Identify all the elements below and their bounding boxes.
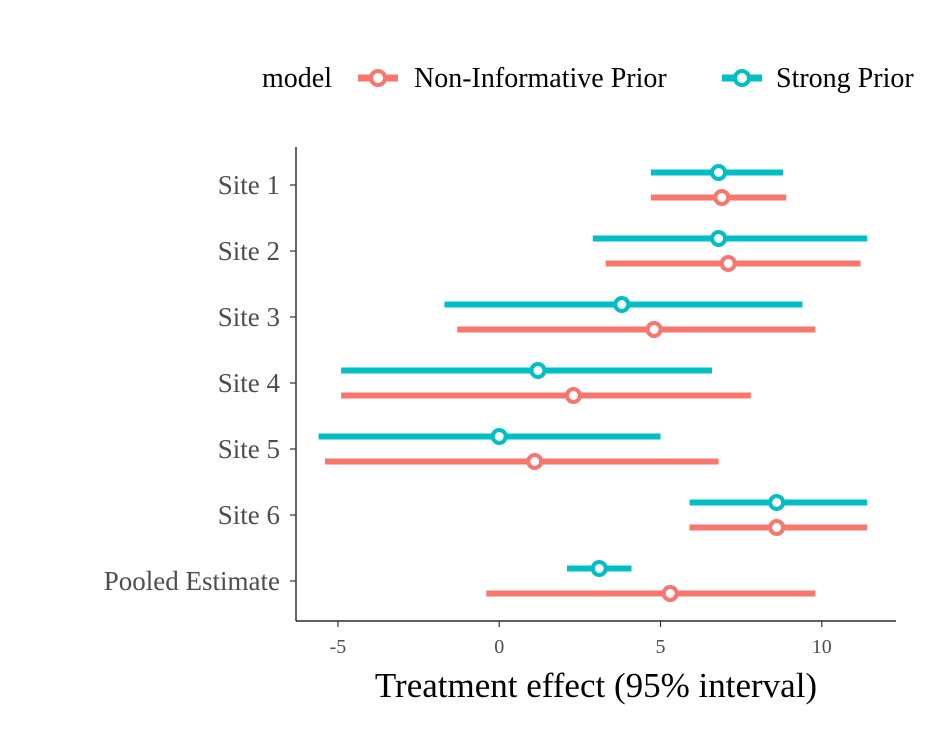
x-tick-label-10: 10: [812, 636, 832, 658]
point-non-informative-prior-site-6: [768, 519, 786, 536]
point-non-informative-prior-site-5: [526, 453, 544, 470]
legend-label-non-informative-prior: Non-Informative Prior: [414, 63, 667, 94]
x-axis-ticks: -5 0 5 10: [330, 621, 832, 658]
legend-label-strong-prior: Strong Prior: [776, 63, 914, 94]
y-tick-label-site-2: Site 2: [218, 236, 280, 266]
x-tick-label-0: 0: [494, 636, 504, 658]
y-tick-label-site-1: Site 1: [218, 170, 280, 200]
point-strong-prior-site-6: [768, 494, 786, 511]
point-strong-prior-site-5: [490, 428, 508, 445]
legend-title: model: [262, 63, 332, 94]
legend-key-point-strong-prior: [733, 69, 751, 87]
point-non-informative-prior-site-1: [713, 189, 731, 206]
y-tick-label-site-4: Site 4: [218, 368, 281, 398]
plot-marks: [318, 164, 867, 602]
y-axis-labels: Site 1 Site 2 Site 3 Site 4 Site 5 Site 6 Pool…: [104, 170, 296, 596]
point-strong-prior-site-2: [710, 230, 728, 247]
axes: [295, 147, 896, 622]
legend-key-point-non-informative-prior: [369, 69, 387, 87]
legend-item-non-informative-prior: Non-Informative Prior: [358, 63, 667, 94]
y-tick-label-pooled-estimate: Pooled Estimate: [104, 566, 280, 596]
point-strong-prior-site-3: [613, 296, 631, 313]
point-non-informative-prior-site-3: [645, 321, 663, 338]
point-strong-prior-pooled-estimate: [590, 560, 608, 577]
y-tick-label-site-6: Site 6: [218, 500, 280, 530]
point-non-informative-prior-site-2: [719, 255, 737, 272]
point-strong-prior-site-1: [710, 164, 728, 181]
y-tick-label-site-5: Site 5: [218, 434, 280, 464]
y-tick-label-site-3: Site 3: [218, 302, 280, 332]
x-tick-label-minus-5: -5: [330, 636, 347, 658]
x-tick-label-5: 5: [656, 636, 666, 658]
legend-item-strong-prior: Strong Prior: [722, 63, 914, 94]
x-axis-title: Treatment effect (95% interval): [375, 666, 817, 705]
point-non-informative-prior-site-4: [564, 387, 582, 404]
legend: model Non-Informative Prior Strong Prior: [262, 63, 914, 94]
point-non-informative-prior-pooled-estimate: [661, 585, 679, 602]
point-strong-prior-site-4: [529, 362, 547, 379]
